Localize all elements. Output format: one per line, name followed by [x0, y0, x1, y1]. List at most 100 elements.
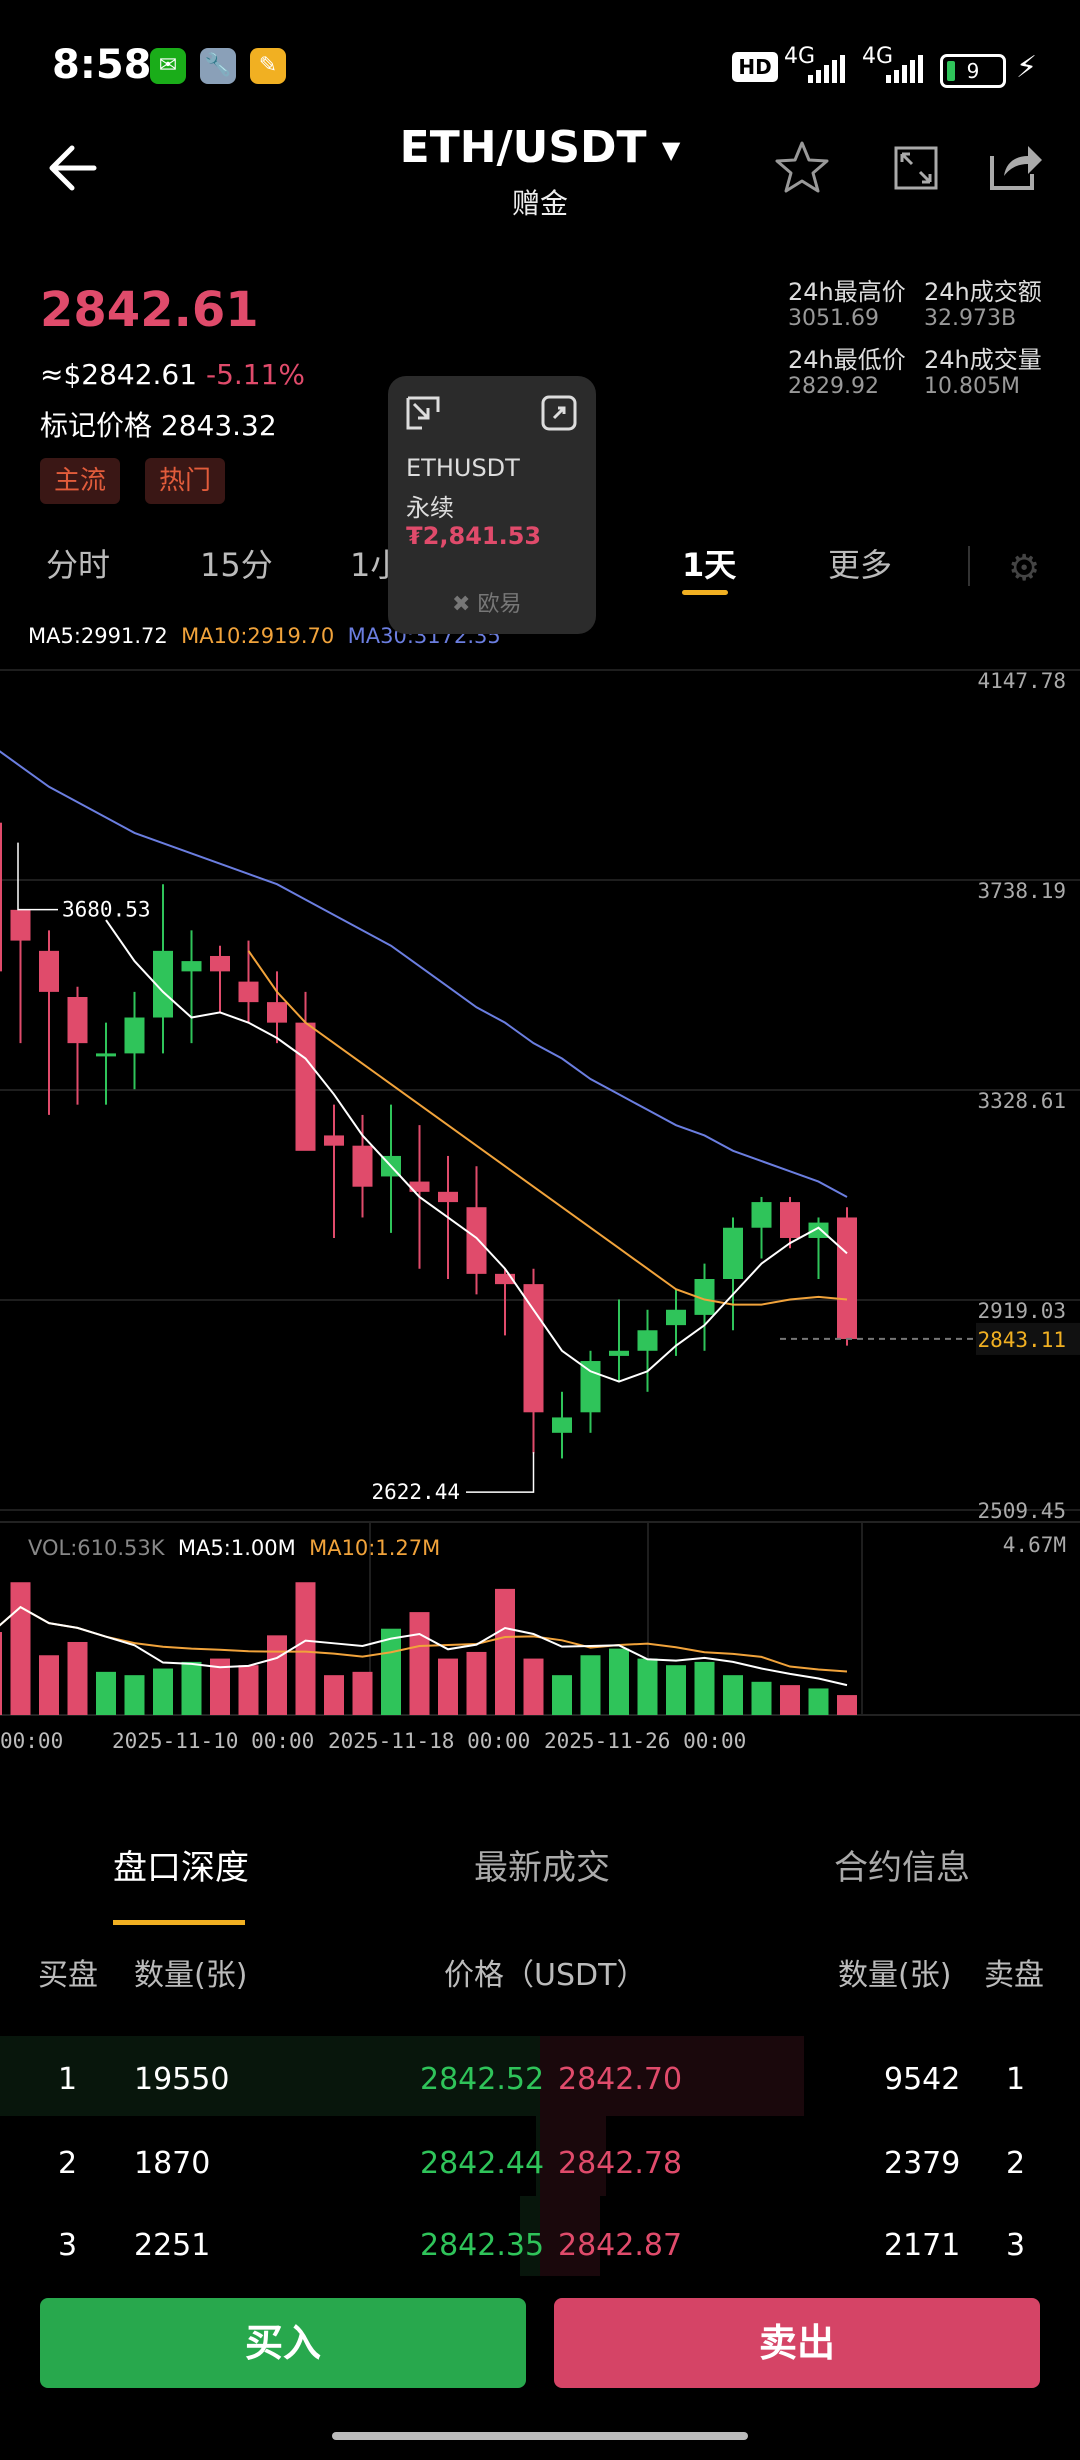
volume-bar — [39, 1655, 59, 1715]
candle-body — [751, 1202, 772, 1228]
tag-hot[interactable]: 热门 — [145, 458, 226, 504]
pair-selector[interactable]: ETH/USDT ▼ — [0, 122, 1080, 173]
network-label-2: 4G — [862, 44, 894, 69]
candle-body — [780, 1202, 800, 1238]
candle-body — [181, 961, 202, 972]
volume-bar — [637, 1658, 658, 1715]
price-axis-label: 2919.03 — [977, 1299, 1066, 1323]
tab-trades[interactable]: 最新成交 — [474, 1848, 610, 1888]
wechat-icon: ✉ — [150, 48, 186, 84]
floating-ticker-popup[interactable]: ETHUSDT 永续 ₮2,841.53 ✖ 欧易 — [388, 376, 596, 634]
pair-subtitle: 赠金 — [511, 187, 568, 220]
candle-body — [523, 1284, 544, 1413]
candle-body — [438, 1191, 458, 1203]
favorite-button[interactable] — [772, 138, 832, 202]
ask-price[interactable]: 2842.70 — [558, 2062, 683, 2097]
low-marker-line — [466, 1452, 535, 1493]
ask-price[interactable]: 2842.78 — [558, 2146, 683, 2181]
ask-depth-bar-2 — [540, 2116, 606, 2196]
tools-icon: 🔧 — [200, 48, 236, 84]
caret-down-icon: ▼ — [661, 136, 681, 164]
minimize-icon — [406, 396, 440, 430]
ask-index: 1 — [1006, 2062, 1026, 2097]
candle-body — [723, 1227, 743, 1279]
date-axis-label: 2025-11-10 00:00 — [112, 1729, 314, 1753]
tab-more[interactable]: 更多 — [828, 546, 893, 584]
bid-index: 3 — [58, 2228, 78, 2263]
volume-bar — [808, 1688, 829, 1715]
volume-bar — [96, 1671, 116, 1715]
bid-price[interactable]: 2842.44 — [420, 2146, 545, 2181]
volume-bar — [267, 1635, 287, 1715]
tab-15m[interactable]: 15分 — [200, 546, 273, 584]
home-indicator[interactable] — [332, 2432, 748, 2440]
hd-icon: HD — [732, 52, 778, 82]
candle-body — [694, 1278, 715, 1315]
vol-legend: VOL:610.53K MA5:1.00M MA10:1.27M — [28, 1536, 440, 1560]
candle-body — [67, 997, 88, 1044]
ask-price[interactable]: 2842.87 — [558, 2228, 683, 2263]
candle-body — [552, 1417, 572, 1433]
low-marker-label: 2622.44 — [371, 1480, 460, 1504]
signal-icon — [808, 55, 845, 83]
candle-body — [10, 909, 31, 941]
current-price-tag — [976, 1322, 1080, 1355]
tag-mainstream[interactable]: 主流 — [40, 458, 121, 504]
volume-bar — [609, 1648, 629, 1715]
header-qty-left: 数量(张) — [134, 1958, 248, 1993]
tab-timeshare[interactable]: 分时 — [46, 546, 111, 584]
back-button[interactable] — [44, 140, 100, 200]
candle-body — [837, 1217, 857, 1339]
volume-bar — [751, 1681, 772, 1715]
network-label-1: 4G — [784, 44, 816, 69]
volume-bar — [666, 1665, 686, 1715]
bid-qty[interactable]: 1870 — [134, 2146, 211, 2181]
back-arrow-icon — [49, 145, 97, 191]
volume-bar — [438, 1658, 458, 1715]
candle-body — [580, 1361, 601, 1413]
candle-body — [238, 981, 259, 1003]
volume-bar — [153, 1668, 173, 1715]
high-marker-line — [17, 842, 58, 911]
tab-1d[interactable]: 1天 — [682, 546, 737, 584]
popup-price: ₮2,841.53 — [406, 522, 542, 550]
candle-body — [210, 955, 230, 972]
buy-button[interactable]: 买入 — [40, 2298, 526, 2388]
ask-qty[interactable]: 9542 — [884, 2062, 961, 2097]
bid-qty[interactable]: 2251 — [134, 2228, 211, 2263]
volume-bar — [580, 1655, 601, 1715]
volume-bar — [552, 1675, 572, 1715]
volume-bar — [210, 1658, 230, 1715]
price-axis-label: 3328.61 — [977, 1089, 1066, 1113]
clock: 8:58 — [52, 42, 152, 88]
tab-contract-info[interactable]: 合约信息 — [834, 1848, 970, 1888]
ask-qty[interactable]: 2379 — [884, 2146, 961, 2181]
volume-bar — [466, 1651, 487, 1715]
current-price-label: 2843.11 — [977, 1328, 1066, 1352]
volume-bar — [295, 1582, 316, 1715]
signal-icon-2 — [886, 55, 923, 83]
candle-body — [0, 822, 2, 972]
candle-body — [637, 1330, 658, 1351]
tab-underline — [682, 590, 728, 595]
fullscreen-button[interactable] — [892, 144, 940, 196]
candle-body — [666, 1309, 686, 1326]
share-button[interactable] — [988, 142, 1044, 196]
volume-value: 10.805M — [924, 374, 1020, 399]
bid-index: 2 — [58, 2146, 78, 2181]
price-axis-label: 2509.45 — [977, 1499, 1066, 1523]
popup-symbol: ETHUSDT — [406, 454, 520, 482]
candlestick-chart[interactable]: 4147.78 3738.19 3328.61 2919.03 2509.45 2843.… — [0, 660, 1080, 1780]
notes-icon: ✎ — [250, 48, 286, 84]
turnover-value: 32.973B — [924, 306, 1017, 331]
bid-price[interactable]: 2842.35 — [420, 2228, 545, 2263]
sell-button[interactable]: 卖出 — [554, 2298, 1040, 2388]
tab-depth[interactable]: 盘口深度 — [113, 1848, 249, 1888]
volume-bar — [780, 1685, 800, 1715]
settings-icon[interactable]: ⚙ — [1008, 548, 1041, 589]
ma-legend: MA5:2991.72 MA10:2919.70 MA30:3172.35 — [28, 624, 501, 648]
bid-price[interactable]: 2842.52 — [420, 2062, 545, 2097]
fullscreen-icon — [894, 146, 938, 190]
ask-qty[interactable]: 2171 — [884, 2228, 961, 2263]
bid-qty[interactable]: 19550 — [134, 2062, 230, 2097]
